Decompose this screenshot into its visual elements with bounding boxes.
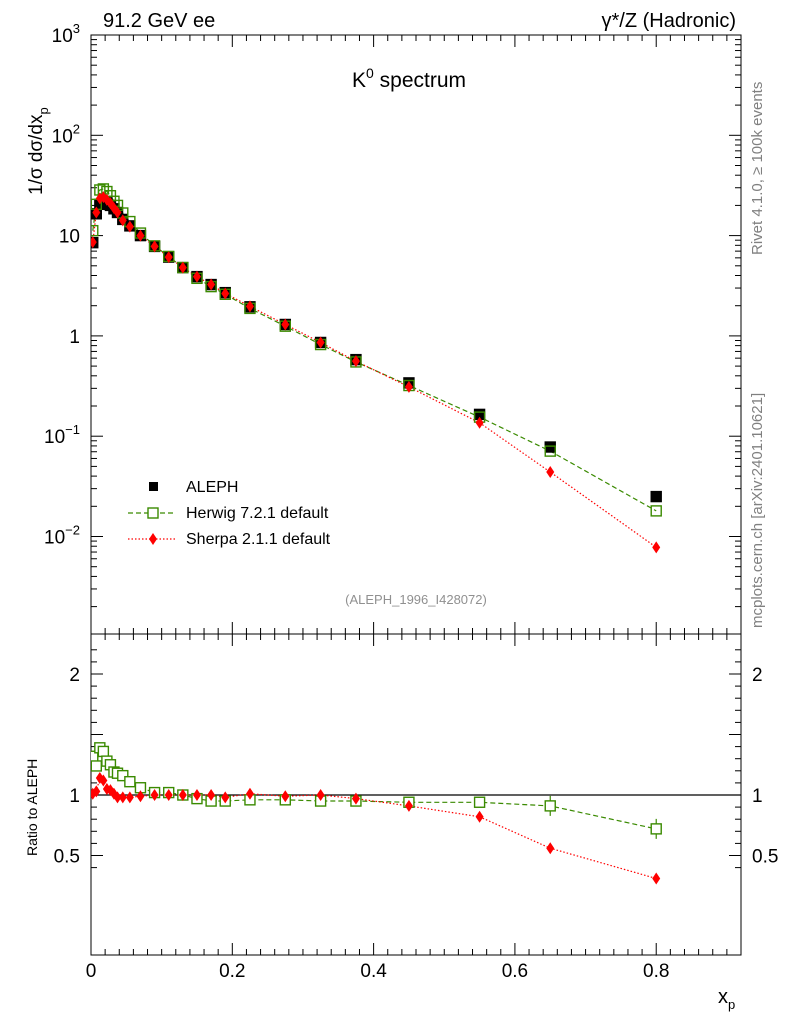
sherpa-point (404, 380, 413, 393)
legend-label-aleph: ALEPH (186, 479, 238, 496)
main-y-tick-label: 1 (69, 327, 80, 348)
herwig-ratio-point (544, 800, 556, 812)
ratio-x-tick-label: 0 (86, 961, 97, 982)
herwig-line (92, 188, 657, 512)
ratio-y-tick-label-right: 1 (752, 786, 763, 807)
ratio-y-tick-label-right: 2 (752, 665, 763, 686)
header-left-title: 91.2 GeV ee (103, 10, 215, 32)
sherpa-point (351, 355, 360, 368)
sherpa-ratio-point (92, 785, 101, 798)
sherpa-ratio-point (113, 791, 122, 804)
sherpa-ratio-point (316, 789, 325, 801)
legend: ALEPH Herwig 7.2.1 default Sherpa 2.1.1 … (128, 479, 331, 548)
ratio-x-tick-label: 0.2 (219, 961, 245, 982)
header-right-title: γ*/Z (Hadronic) (602, 10, 736, 32)
aleph-point (544, 441, 556, 453)
ratio-x-tick-label: 0.8 (643, 961, 669, 982)
ratio-x-tick-label: 0.4 (360, 961, 387, 982)
sherpa-point (475, 416, 484, 429)
sherpa-ratio-point (652, 872, 661, 885)
analysis-id-label: (ALEPH_1996_I428072) (345, 592, 487, 607)
herwig-point (650, 505, 662, 517)
sherpa-point (221, 287, 230, 300)
legend-marker-herwig (147, 507, 159, 519)
sherpa-point (91, 236, 97, 249)
sherpa-point (92, 206, 101, 219)
sherpa-ratio-point (207, 789, 216, 801)
ratio-axis-ticks: 0 0.2 0.4 0.6 0.8 2 2 1 1 0.5 0.5 (54, 634, 778, 982)
main-y-tick-label: 10−1 (44, 422, 80, 448)
herwig-point (544, 445, 556, 457)
legend-item-sherpa: Sherpa 2.1.1 default (128, 531, 331, 548)
sherpa-point (125, 220, 134, 233)
sherpa-ratio-point (192, 789, 201, 801)
herwig-ratio-point (117, 769, 129, 782)
x-axis-label: xp (718, 986, 735, 1012)
sherpa-point (207, 278, 216, 291)
sherpa-ratio-point (546, 842, 555, 855)
sherpa-point (136, 229, 145, 242)
legend-label-sherpa: Sherpa 2.1.1 default (186, 531, 331, 548)
sherpa-ratio-point (91, 787, 97, 800)
sherpa-ratio-point (125, 791, 134, 804)
main-y-tick-label: 103 (52, 21, 80, 47)
sherpa-line (92, 196, 657, 548)
ratio-y-tick-label: 2 (69, 665, 80, 686)
legend-marker-sherpa (149, 533, 157, 545)
main-y-tick-label: 10 (59, 227, 80, 248)
sherpa-ratio-point (178, 789, 187, 801)
aleph-point (650, 490, 662, 503)
sherpa-ratio-point (221, 791, 230, 804)
sherpa-ratio-point (164, 789, 173, 801)
herwig-ratio-line (92, 746, 657, 830)
ratio-y-axis-label: Ratio to ALEPH (24, 759, 40, 856)
herwig-ratio-point (91, 760, 102, 772)
ratio-data-marks (91, 742, 662, 885)
ratio-y-tick-label: 1 (69, 786, 80, 807)
main-data-marks (91, 183, 662, 554)
sherpa-point (245, 300, 254, 313)
herwig-ratio-point (97, 745, 110, 758)
sherpa-point (546, 465, 555, 478)
herwig-ratio-point (124, 775, 136, 788)
herwig-ratio-point (473, 796, 486, 808)
sherpa-point (118, 214, 127, 227)
sherpa-point (164, 251, 173, 264)
sherpa-ratio-point (475, 810, 484, 823)
rivet-version-label: Rivet 4.1.0, ≥ 100k events (749, 82, 766, 255)
sherpa-ratio-point (351, 792, 360, 805)
legend-item-herwig: Herwig 7.2.1 default (128, 505, 329, 522)
legend-marker-aleph (149, 482, 158, 491)
sherpa-point (178, 261, 187, 274)
sherpa-ratio-point (99, 774, 108, 787)
sherpa-point (113, 206, 122, 219)
sherpa-ratio-point (245, 787, 254, 800)
legend-item-aleph: ALEPH (149, 479, 238, 496)
main-y-tick-label: 102 (52, 121, 80, 147)
herwig-point (91, 224, 99, 237)
ratio-y-tick-label: 0.5 (54, 847, 80, 868)
sherpa-ratio-point (118, 791, 127, 804)
sherpa-point (652, 541, 661, 554)
sherpa-ratio-point (136, 790, 145, 803)
sherpa-point (316, 336, 325, 349)
sherpa-point (150, 240, 159, 253)
sherpa-ratio-point (404, 799, 413, 812)
sherpa-point (281, 318, 290, 331)
mcplots-label: mcplots.cern.ch [arXiv:2401.10621] (749, 393, 766, 628)
main-y-tick-label: 10−2 (44, 523, 80, 549)
sherpa-ratio-point (150, 789, 159, 801)
herwig-ratio-point (650, 823, 662, 835)
legend-label-herwig: Herwig 7.2.1 default (186, 505, 329, 522)
chart-title: K0 spectrum (352, 65, 466, 92)
ratio-y-tick-label-right: 0.5 (752, 847, 778, 868)
ratio-x-tick-label: 0.6 (502, 961, 528, 982)
sherpa-ratio-point (281, 790, 290, 803)
sherpa-point (192, 270, 201, 283)
y-axis-label: 1/σ dσ/dxp (26, 107, 51, 195)
